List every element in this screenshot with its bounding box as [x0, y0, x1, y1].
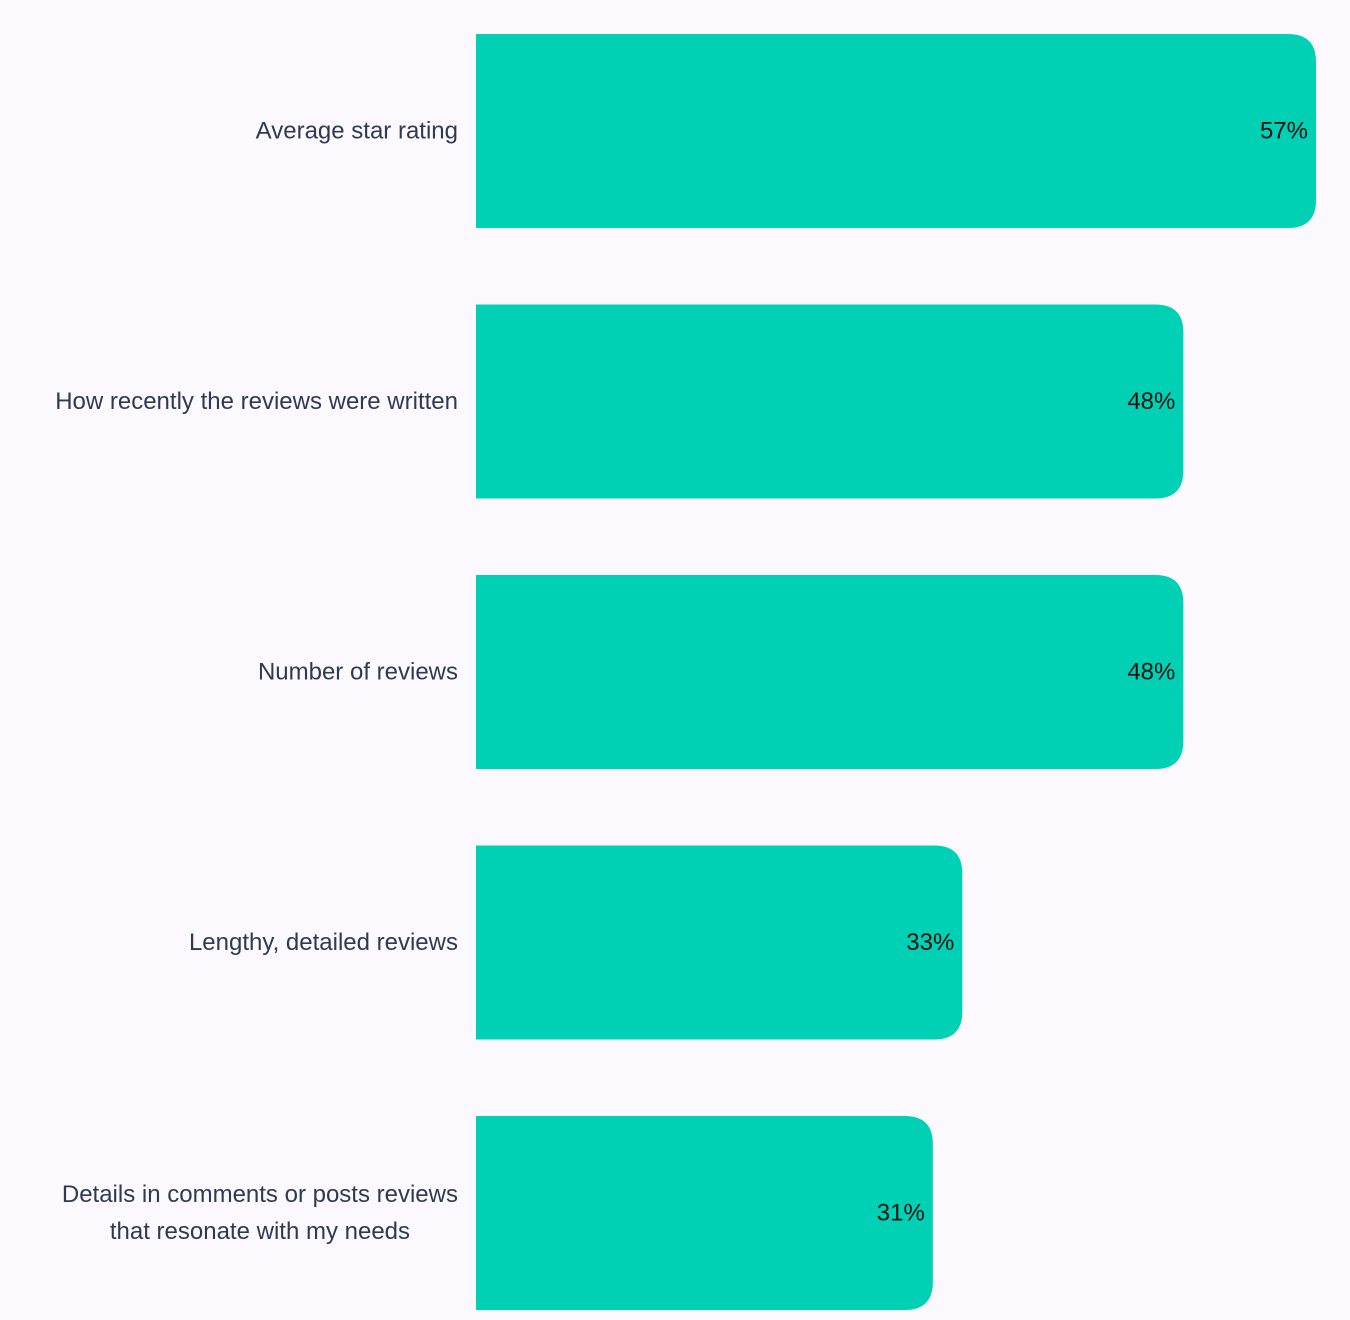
bar — [476, 304, 1184, 499]
category-label-line: How recently the reviews were written — [55, 388, 458, 415]
bar — [476, 1116, 933, 1310]
bar — [476, 34, 1316, 228]
bar — [476, 575, 1184, 769]
category-label-line: that resonate with my needs — [110, 1218, 410, 1245]
category-label: How recently the reviews were written — [55, 388, 458, 415]
category-label: Lengthy, detailed reviews — [189, 929, 458, 956]
value-label: 48% — [1127, 388, 1175, 415]
category-label: Number of reviews — [258, 659, 458, 686]
value-label: 57% — [1260, 118, 1308, 145]
value-labels-layer: 57% 48% 48% 33% 31% — [877, 118, 1308, 1227]
value-label: 48% — [1127, 659, 1175, 686]
bar — [476, 845, 963, 1040]
category-label-line: Details in comments or posts reviews — [62, 1181, 458, 1208]
value-label: 31% — [877, 1200, 925, 1227]
category-label: Details in comments or posts reviews that… — [62, 1181, 458, 1245]
category-label-line: Number of reviews — [258, 659, 458, 686]
value-label: 33% — [906, 929, 954, 956]
category-labels-layer: Average star rating How recently the revi… — [55, 118, 458, 1246]
category-label: Average star rating — [256, 118, 458, 145]
category-label-line: Average star rating — [256, 118, 458, 145]
category-label-line: Lengthy, detailed reviews — [189, 929, 458, 956]
bars-layer — [476, 34, 1316, 1310]
